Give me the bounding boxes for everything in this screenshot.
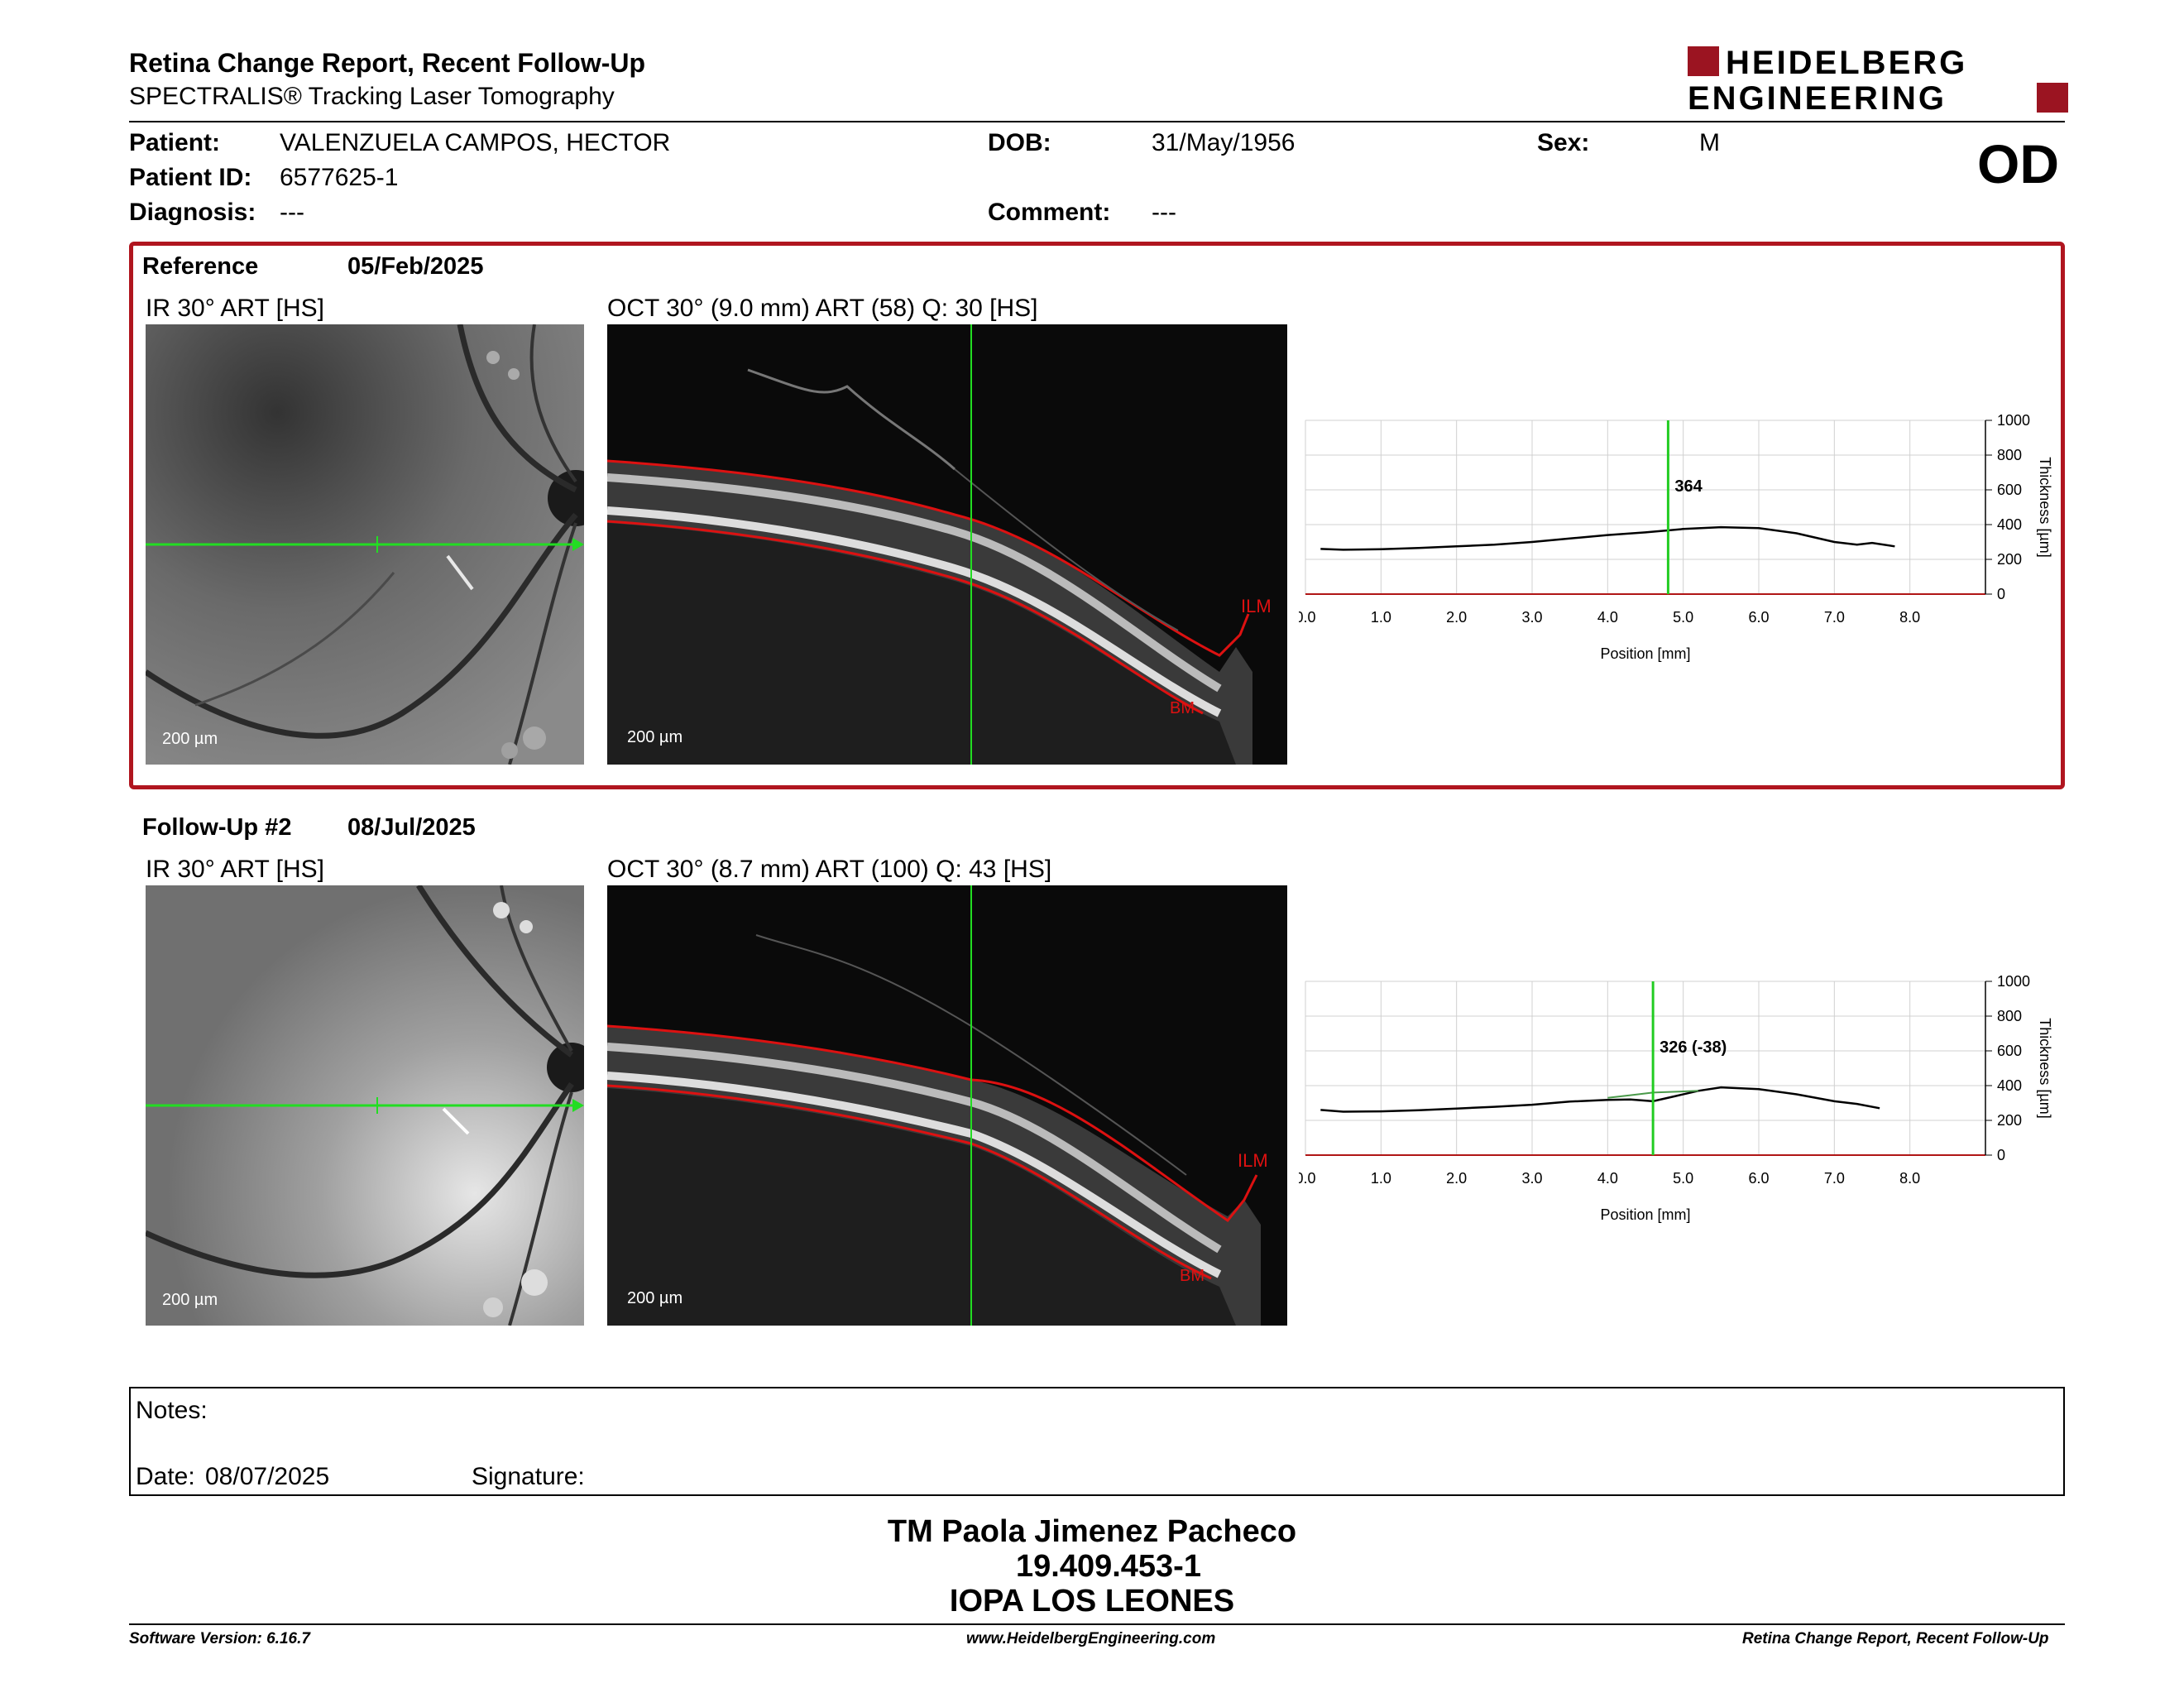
x-tick-label: 7.0: [1824, 1170, 1845, 1187]
x-tick-label: 5.0: [1673, 609, 1693, 626]
y-axis-label: Thickness [µm]: [2037, 1018, 2053, 1118]
comment-label: Comment:: [988, 199, 1111, 226]
x-tick-label: 4.0: [1597, 609, 1618, 626]
y-tick-label: 800: [1997, 1008, 2022, 1024]
followup-oct-caption: OCT 30° (8.7 mm) ART (100) Q: 43 [HS]: [607, 856, 1052, 883]
signer-institution: IOPA LOS LEONES: [949, 1584, 1235, 1618]
patient-label: Patient:: [129, 129, 221, 156]
reference-thickness-chart: 0 200 400 600 800 1000 0.0 1.0 2.0 3.0 4.0 5.0 6.0 7.…: [1299, 412, 2053, 662]
followup-label: Follow-Up #2: [142, 814, 292, 841]
software-version: Software Version: 6.16.7: [129, 1630, 310, 1647]
x-axis-label: Position [mm]: [1600, 1206, 1690, 1223]
website-link[interactable]: www.HeidelbergEngineering.com: [966, 1630, 1216, 1647]
footer-report-name: Retina Change Report, Recent Follow-Up: [1742, 1630, 2049, 1647]
y-axis-label: Thickness [µm]: [2037, 457, 2053, 557]
thickness-series-line: [1320, 525, 1895, 551]
reference-ir-caption: IR 30° ART [HS]: [146, 295, 324, 322]
y-tick-label: 400: [1997, 1077, 2022, 1094]
y-tick-label: 800: [1997, 447, 2022, 463]
reference-ilm-label: ILM: [1241, 596, 1272, 616]
followup-bm-label: BM: [1180, 1267, 1205, 1285]
signer-name: TM Paola Jimenez Pacheco: [887, 1514, 1297, 1549]
y-tick-label: 200: [1997, 1112, 2022, 1129]
reference-bm-label: BM: [1170, 699, 1195, 717]
report-subtitle: SPECTRALIS® Tracking Laser Tomography: [129, 83, 615, 110]
date-value: 08/07/2025: [205, 1463, 330, 1490]
notes-label: Notes:: [136, 1397, 208, 1424]
y-tick-label: 0: [1997, 586, 2005, 602]
reference-oct-scale: 200 µm: [627, 728, 683, 746]
dob-value: 31/May/1956: [1152, 129, 1296, 156]
x-tick-label: 3.0: [1521, 609, 1542, 626]
notes-box: [129, 1387, 2065, 1496]
y-tick-label: 600: [1997, 1043, 2022, 1059]
x-tick-label: 8.0: [1899, 1170, 1920, 1187]
x-tick-label: 6.0: [1748, 1170, 1769, 1187]
y-tick-label: 600: [1997, 482, 2022, 498]
sex-label: Sex:: [1537, 129, 1590, 156]
report-title: Retina Change Report, Recent Follow-Up: [129, 48, 646, 78]
reference-section: [129, 242, 2065, 789]
heidelberg-logo: HEIDELBERG ENGINEERING: [1688, 45, 2068, 117]
followup-date: 08/Jul/2025: [347, 814, 476, 841]
x-tick-label: 0.0: [1299, 609, 1316, 626]
cursor-value-label: 364: [1674, 477, 1703, 496]
header-divider: [129, 121, 2065, 122]
y-tick-label: 1000: [1997, 412, 2030, 429]
x-tick-label: 2.0: [1446, 1170, 1467, 1187]
x-tick-label: 0.0: [1299, 1170, 1316, 1187]
eye-indicator: OD: [1977, 133, 2059, 194]
reference-date: 05/Feb/2025: [347, 253, 484, 280]
footer-divider: [129, 1623, 2065, 1625]
signer-id: 19.409.453-1: [1016, 1549, 1201, 1584]
followup-oct-scale: 200 µm: [627, 1289, 683, 1307]
y-tick-label: 0: [1997, 1147, 2005, 1163]
y-tick-label: 400: [1997, 516, 2022, 533]
cursor-value-label: 326 (-38): [1660, 1038, 1727, 1057]
reference-oct-caption: OCT 30° (9.0 mm) ART (58) Q: 30 [HS]: [607, 295, 1038, 322]
x-tick-label: 3.0: [1521, 1170, 1542, 1187]
patient-name: VALENZUELA CAMPOS, HECTOR: [280, 129, 671, 156]
followup-ir-image: 200 µm: [146, 885, 584, 1326]
comment-value: ---: [1152, 199, 1176, 226]
sex-value: M: [1699, 129, 1720, 156]
x-tick-label: 7.0: [1824, 609, 1845, 626]
reference-ir-image: 200 µm: [146, 324, 584, 765]
y-tick-label: 1000: [1997, 973, 2030, 990]
x-tick-label: 4.0: [1597, 1170, 1618, 1187]
patient-id-label: Patient ID:: [129, 164, 252, 191]
logo-line2: ENGINEERING: [1688, 80, 1947, 113]
dob-label: DOB:: [988, 129, 1051, 156]
diagnosis-label: Diagnosis:: [129, 199, 256, 226]
date-label: Date:: [136, 1463, 195, 1490]
followup-ilm-label: ILM: [1238, 1150, 1268, 1171]
reference-oct-image: ILM BM 200 µm: [607, 324, 1287, 765]
reference-ir-scale: 200 µm: [162, 730, 218, 748]
thickness-series-line: [1320, 1086, 1880, 1113]
x-tick-label: 6.0: [1748, 609, 1769, 626]
patient-id: 6577625-1: [280, 164, 399, 191]
x-tick-label: 1.0: [1371, 1170, 1391, 1187]
x-axis-label: Position [mm]: [1600, 645, 1690, 662]
x-tick-label: 5.0: [1673, 1170, 1693, 1187]
x-tick-label: 8.0: [1899, 609, 1920, 626]
reference-label: Reference: [142, 253, 259, 280]
x-tick-label: 1.0: [1371, 609, 1391, 626]
signature-label: Signature:: [472, 1463, 585, 1490]
followup-oct-image: ILM BM 200 µm: [607, 885, 1287, 1326]
followup-ir-caption: IR 30° ART [HS]: [146, 856, 324, 883]
logo-line1: HEIDELBERG: [1726, 46, 1967, 81]
x-tick-label: 2.0: [1446, 609, 1467, 626]
followup-thickness-chart: 0 200 400 600 800 1000 0.0 1.0 2.0 3.0 4.0 5.0 6.0 7.…: [1299, 973, 2053, 1223]
followup-ir-scale: 200 µm: [162, 1291, 218, 1309]
diagnosis-value: ---: [280, 199, 304, 226]
y-tick-label: 200: [1997, 551, 2022, 568]
